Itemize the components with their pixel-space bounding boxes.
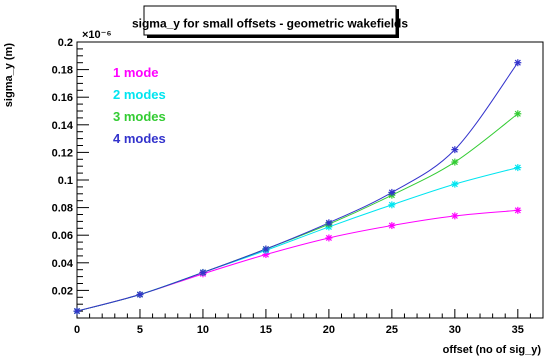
- x-tick-label: 10: [197, 324, 209, 336]
- x-tick-label: 35: [512, 324, 524, 336]
- legend-entry-4: 4 modes: [113, 131, 166, 146]
- y-tick-label: 0.04: [52, 258, 74, 270]
- data-point: [136, 291, 144, 299]
- x-tick-label: 25: [386, 324, 398, 336]
- x-tick-label: 5: [137, 324, 143, 336]
- data-point: [388, 222, 396, 230]
- x-axis-ticks: 0 5 10 15 20 25 30 35: [74, 309, 544, 336]
- x-axis-label: offset (no of sig_y): [443, 344, 542, 356]
- x-tick-label: 20: [323, 324, 335, 336]
- data-point: [262, 245, 270, 253]
- y-tick-label: 0.1: [58, 175, 73, 187]
- x-tick-label: 15: [260, 324, 272, 336]
- y-tick-label: 0.06: [52, 230, 73, 242]
- legend: 1 mode 2 modes 3 modes 4 modes: [113, 65, 166, 146]
- data-point: [514, 110, 522, 118]
- data-point: [451, 180, 459, 188]
- data-point: [514, 206, 522, 214]
- data-point: [199, 268, 207, 276]
- y-tick-label: 0.12: [52, 147, 73, 159]
- series-markers: [73, 59, 522, 315]
- data-point: [388, 201, 396, 209]
- data-point: [514, 164, 522, 172]
- legend-entry-3: 3 modes: [113, 109, 166, 124]
- y-axis-multiplier: ×10⁻⁶: [82, 29, 112, 41]
- y-tick-label: 0.18: [52, 65, 73, 77]
- chart-title: sigma_y for small offsets - geometric wa…: [132, 17, 408, 31]
- y-tick-label: 0.16: [52, 92, 73, 104]
- data-point: [388, 188, 396, 196]
- plot-frame: [76, 41, 544, 319]
- y-axis-label: sigma_y (m): [3, 43, 15, 108]
- y-tick-label: 0.2: [58, 37, 73, 49]
- data-point: [325, 234, 333, 242]
- y-tick-label: 0.02: [52, 285, 73, 297]
- y-tick-label: 0.08: [52, 203, 73, 215]
- legend-entry-2: 2 modes: [113, 87, 166, 102]
- x-tick-label: 0: [74, 324, 80, 336]
- y-tick-label: 0.14: [52, 120, 74, 132]
- data-point: [451, 212, 459, 220]
- data-point: [451, 146, 459, 154]
- legend-entry-1: 1 mode: [113, 65, 159, 80]
- data-point: [514, 59, 522, 67]
- x-tick-label: 30: [449, 324, 461, 336]
- y-axis-ticks: 0.02 0.04 0.06 0.08 0.1 0.12 0.14 0.16 0.18 0.2: [52, 37, 89, 319]
- data-point: [325, 219, 333, 227]
- data-point: [451, 158, 459, 166]
- data-point: [73, 307, 81, 315]
- title-box: sigma_y for small offsets - geometric wa…: [132, 5, 408, 38]
